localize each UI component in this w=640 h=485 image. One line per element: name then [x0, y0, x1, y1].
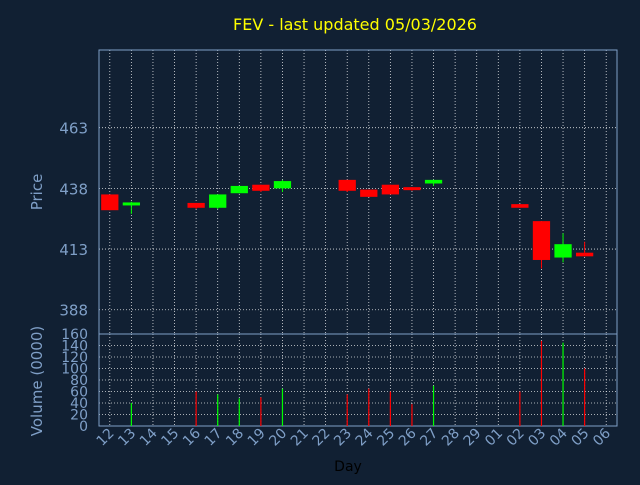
- candle: [511, 204, 529, 208]
- volume-plot-frame: [98, 333, 618, 427]
- candle: [187, 202, 205, 209]
- volume-tick-label: 100: [61, 362, 88, 378]
- volume-tick-label: 0: [79, 419, 88, 435]
- candle: [252, 184, 270, 192]
- candle-body: [252, 184, 270, 191]
- candle: [403, 187, 421, 191]
- candle-body: [122, 202, 141, 206]
- volume-tick-label: 80: [70, 373, 88, 389]
- price-tick-label: 388: [59, 302, 88, 320]
- candle-body: [532, 221, 551, 260]
- price-candles: [101, 179, 594, 269]
- candle: [532, 221, 551, 269]
- volume-tick-label: 160: [61, 327, 88, 343]
- candle-body: [187, 202, 205, 208]
- candle: [230, 185, 248, 194]
- candle-body: [360, 189, 378, 197]
- volume-tick-label: 140: [61, 339, 88, 355]
- candle-body: [381, 184, 400, 195]
- candle-body: [403, 187, 421, 191]
- candle-body: [554, 244, 572, 258]
- price-tick-label: 413: [59, 241, 88, 259]
- candle: [101, 194, 119, 211]
- volume-grid: [99, 334, 617, 426]
- day-axis-label: Day: [334, 459, 362, 475]
- price-axis-ticks: 388 413 438 463: [59, 120, 88, 320]
- candle-body: [338, 179, 356, 191]
- price-tick-label: 463: [59, 120, 88, 138]
- price-axis-label: Price: [28, 174, 46, 211]
- candle-body: [101, 194, 119, 211]
- candle-body: [511, 204, 529, 208]
- candle: [209, 194, 227, 209]
- volume-axis-label: Volume (0000): [28, 326, 46, 436]
- candle: [122, 201, 141, 214]
- candle: [338, 179, 356, 192]
- candle-body: [424, 179, 443, 184]
- volume-tick-label: 120: [61, 350, 88, 366]
- candle-body: [575, 252, 594, 257]
- volume-bars: [130, 340, 586, 426]
- candle-body: [273, 181, 292, 189]
- candle-body: [209, 194, 227, 208]
- candle: [360, 189, 378, 197]
- volume-tick-label: 60: [70, 385, 88, 401]
- candle-body: [230, 185, 248, 194]
- candle: [575, 241, 594, 257]
- volume-tick-label: 20: [70, 408, 88, 424]
- candle: [273, 179, 292, 192]
- price-tick-label: 438: [59, 180, 88, 198]
- candle: [554, 233, 572, 263]
- candle: [381, 184, 400, 195]
- candle: [424, 179, 443, 186]
- chart-title: FEV - last updated 05/03/2026: [233, 15, 477, 34]
- volume-tick-label: 40: [70, 396, 88, 412]
